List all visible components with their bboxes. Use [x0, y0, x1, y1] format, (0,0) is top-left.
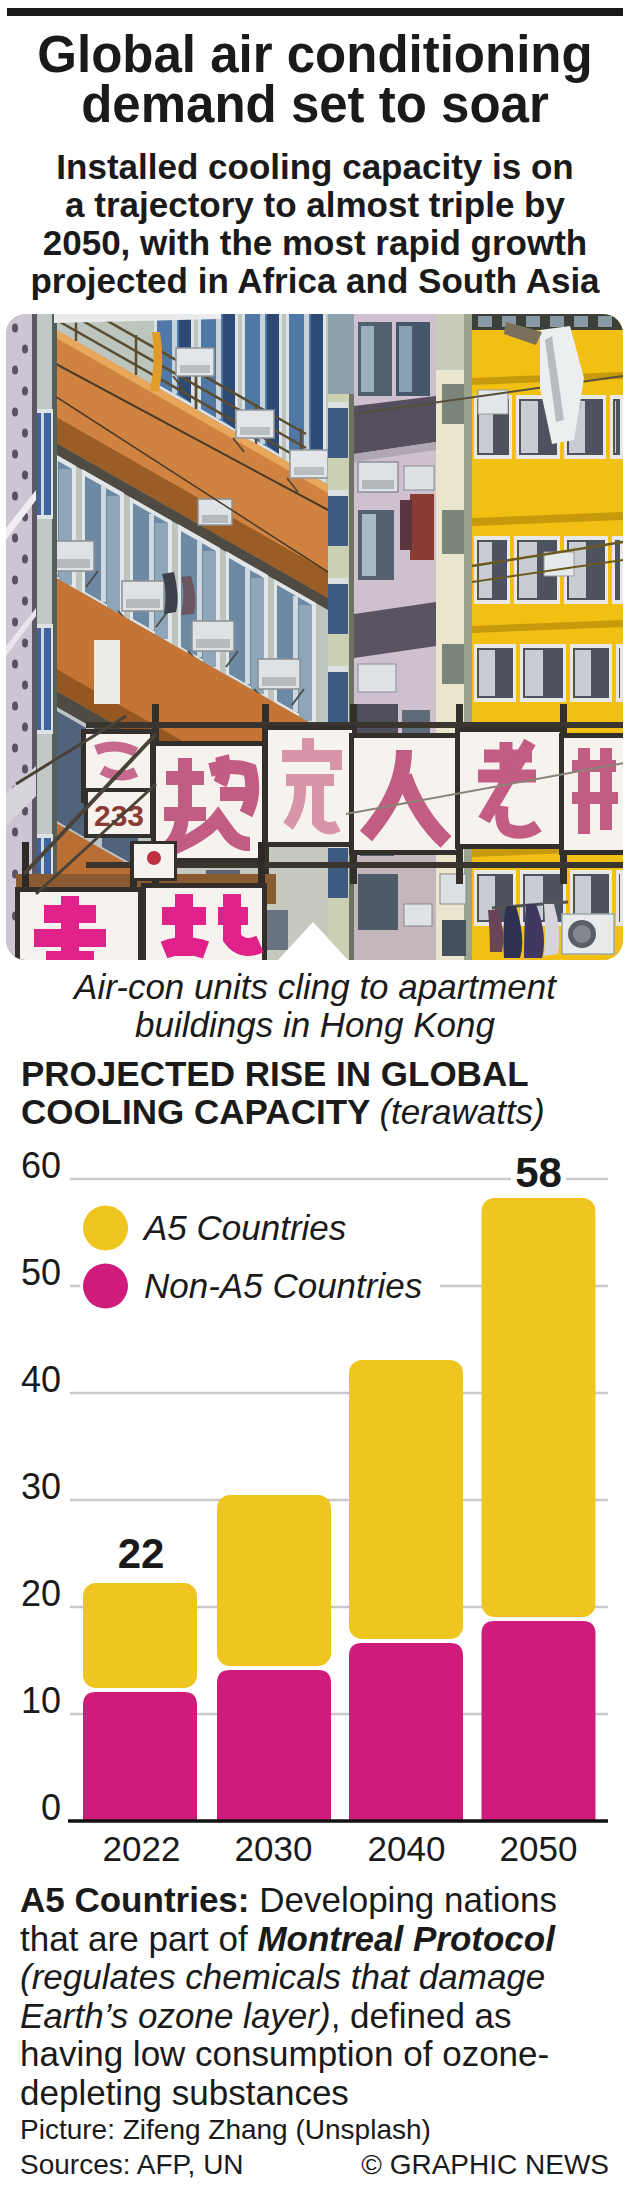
svg-text:233: 233: [94, 799, 144, 832]
